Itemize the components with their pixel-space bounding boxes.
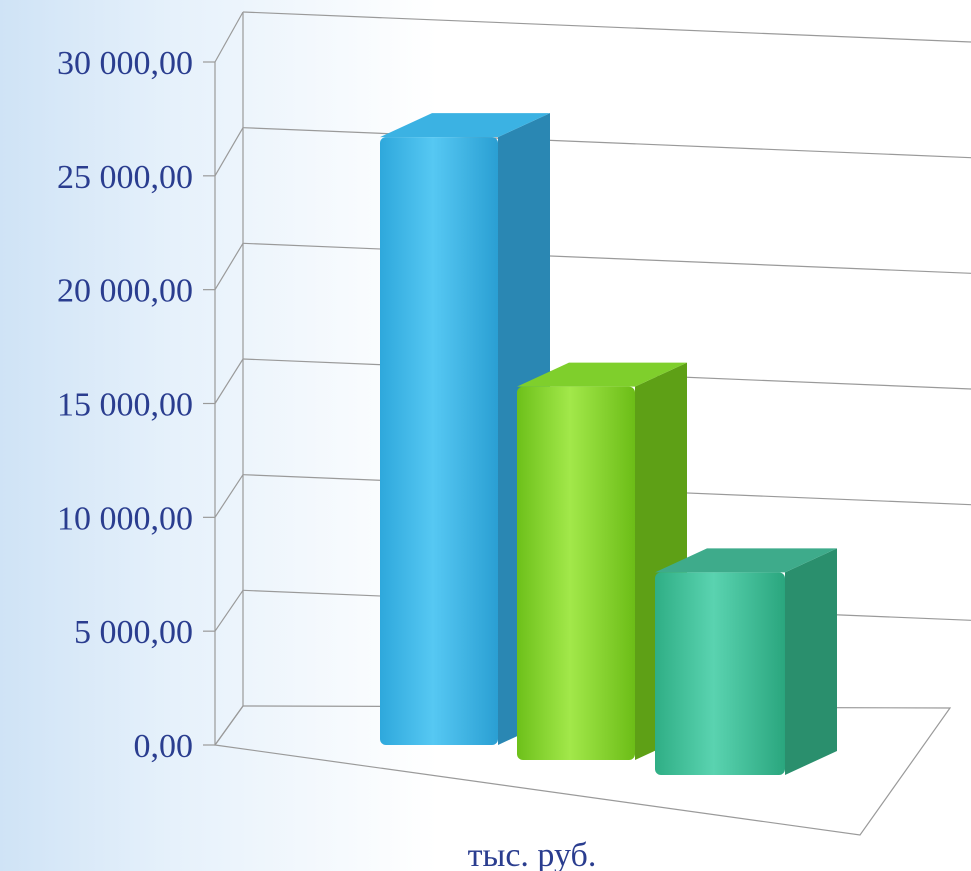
gridline-side (214, 11, 244, 63)
y-tick-label: 25 000,00 (57, 159, 193, 196)
gridline-back (242, 127, 971, 159)
bars (380, 113, 837, 775)
bar-side (785, 548, 837, 775)
labels: 0,00 5 000,00 10 000,00 15 000,00 20 000,00 2… (57, 45, 596, 871)
category-label: тыс. руб. (468, 837, 597, 871)
gridline-side (214, 589, 244, 632)
gridline-side (214, 705, 244, 746)
bar (655, 548, 837, 775)
gridline-side (214, 243, 244, 290)
bar-front (517, 386, 635, 760)
y-tick-label: 10 000,00 (57, 500, 193, 537)
gridline-side (214, 474, 244, 518)
gridline-back (242, 242, 971, 274)
bar-front (655, 572, 785, 775)
y-tick-label: 5 000,00 (74, 614, 193, 651)
gridline-side (214, 358, 244, 404)
bar-top (517, 362, 687, 387)
y-tick-label: 15 000,00 (57, 387, 193, 424)
bar-top (655, 548, 837, 573)
y-tick-label: 0,00 (134, 728, 194, 765)
y-tick-label: 20 000,00 (57, 273, 193, 310)
y-tick-label: 30 000,00 (57, 45, 193, 82)
gridline-back (242, 11, 971, 43)
bar-front (380, 137, 498, 745)
gridline-side (214, 127, 244, 177)
y-axis (203, 12, 244, 746)
bar-top (380, 113, 550, 138)
